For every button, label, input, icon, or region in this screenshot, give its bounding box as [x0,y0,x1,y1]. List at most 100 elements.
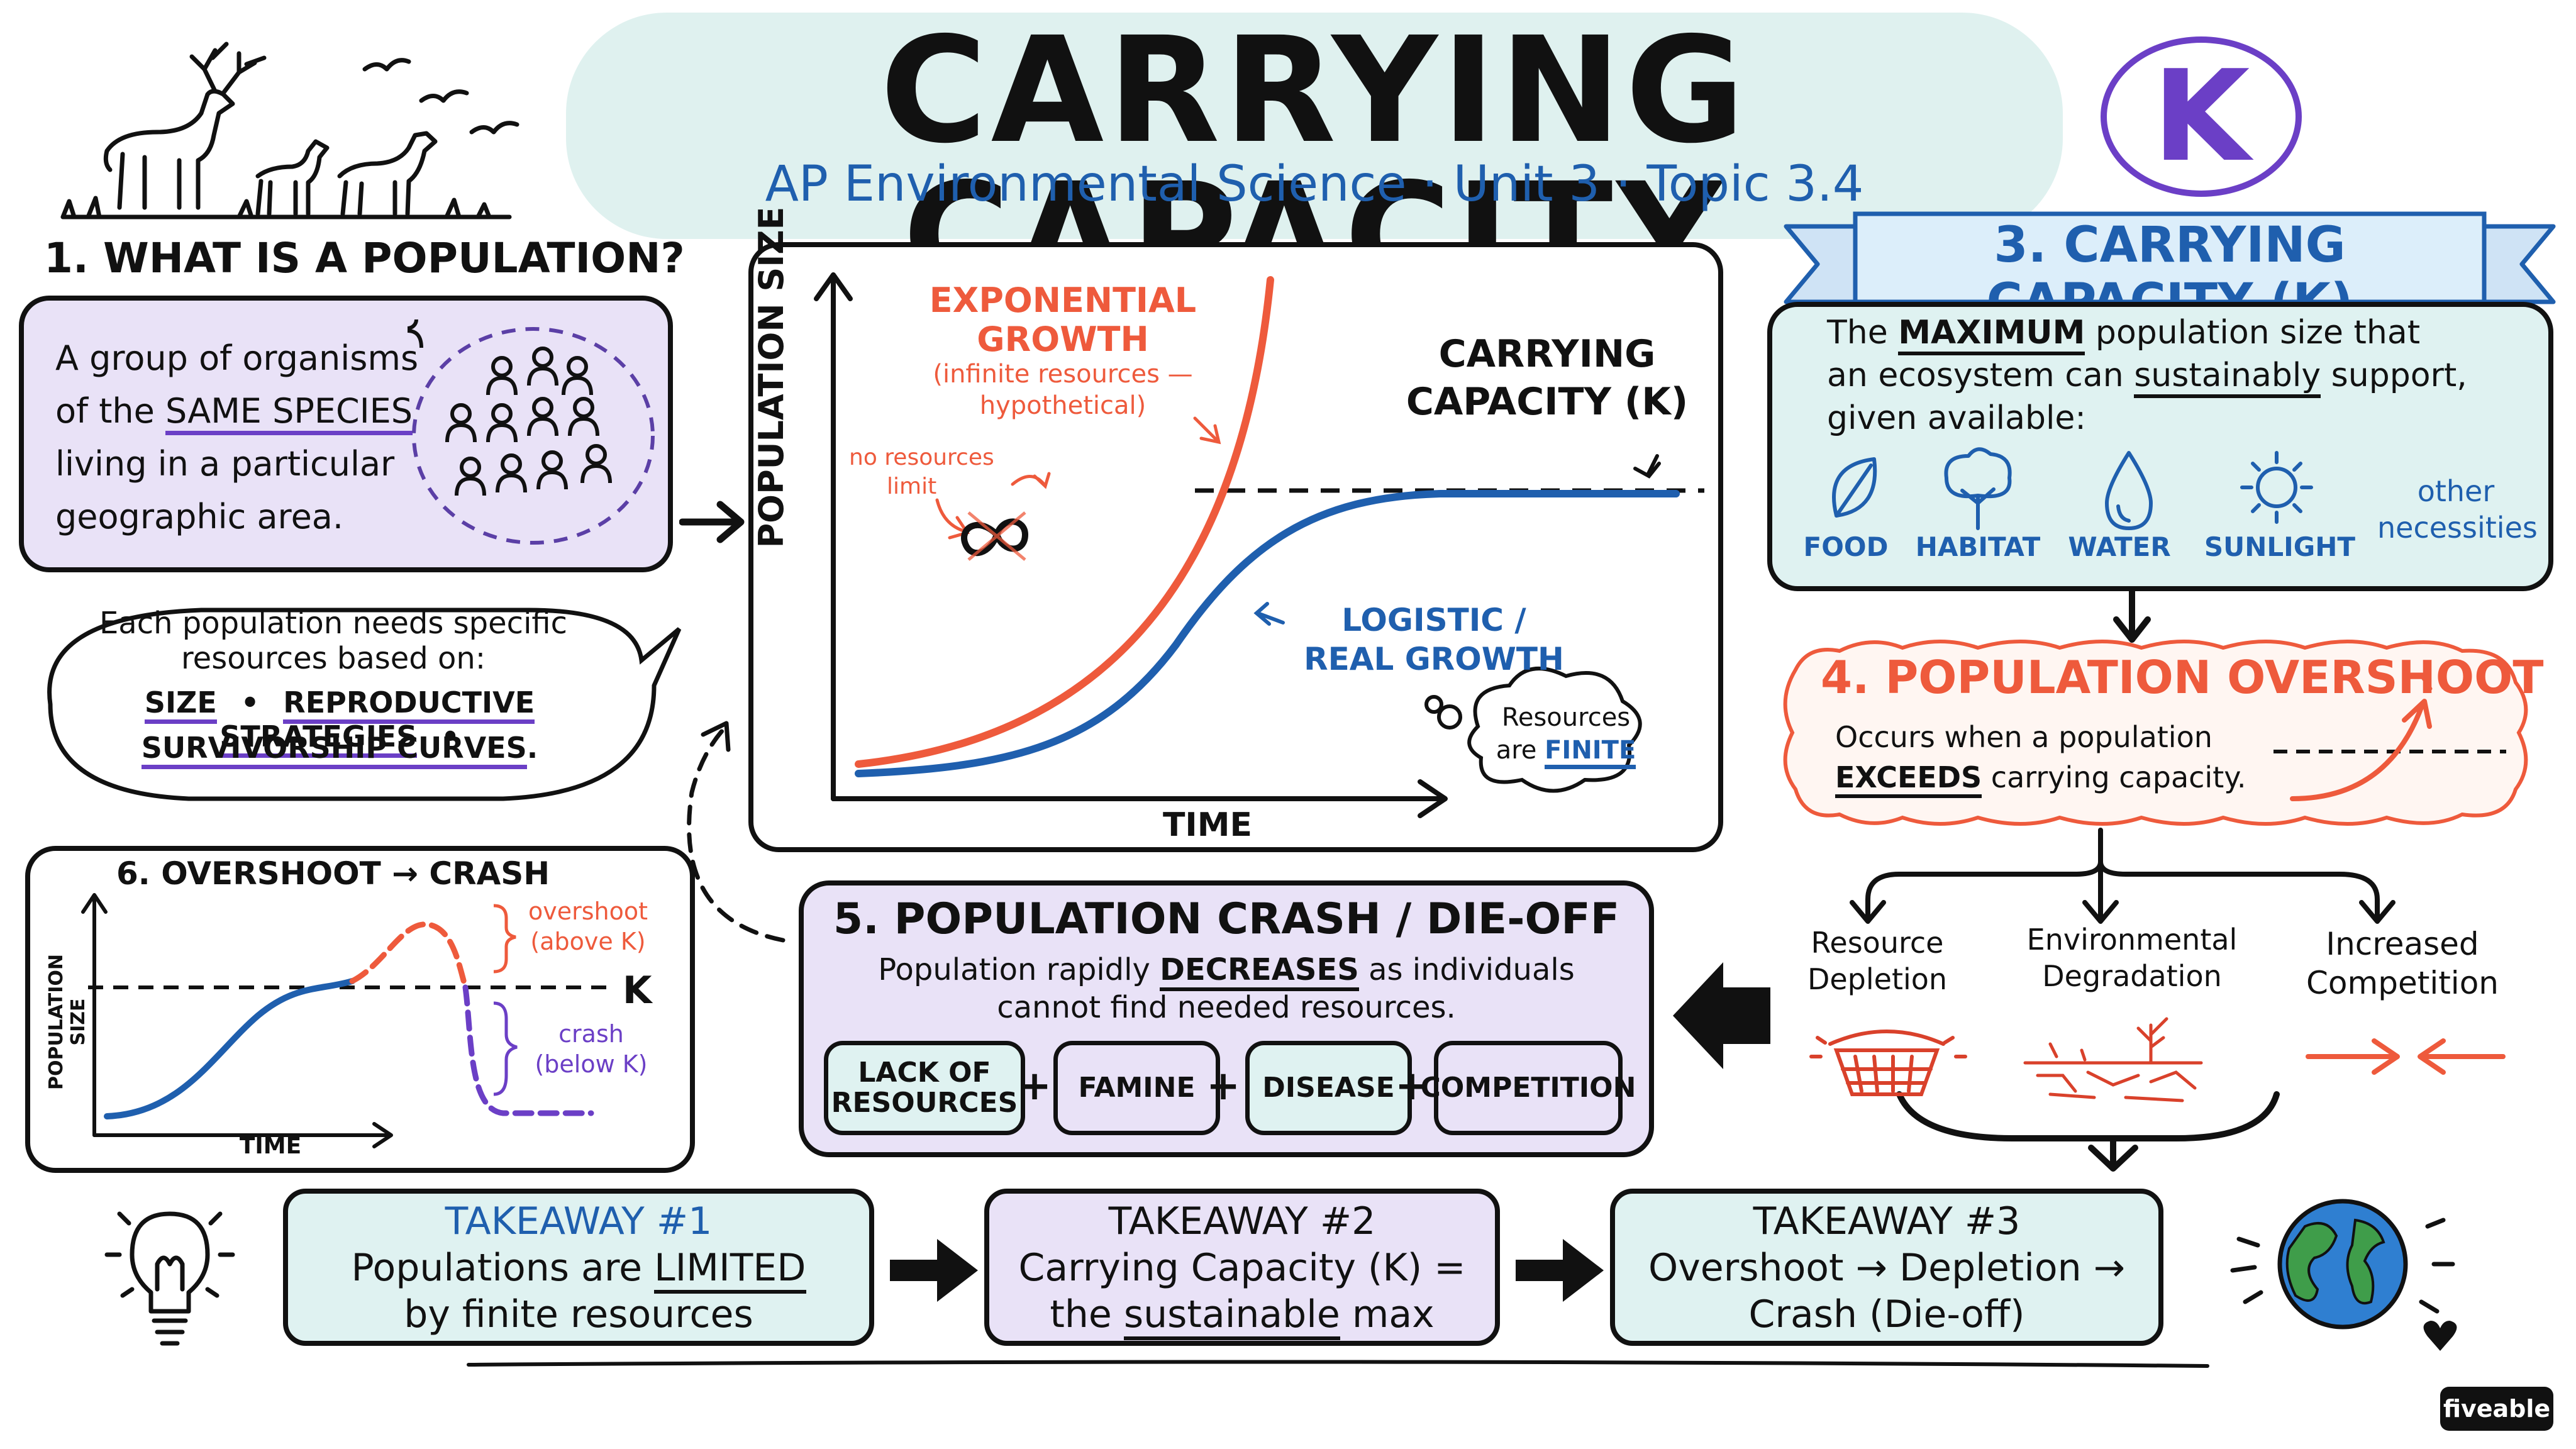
cracked-earth-icon [2023,1017,2203,1102]
cause-increased-competition: Increased Competition [2306,926,2499,1001]
s3-line2: an ecosystem can sustainably support, [1827,354,2467,398]
exponential-label: EXPONENTIAL GROWTH [929,280,1197,359]
overshoot-curve [349,921,469,991]
section3-text: The MAXIMUM population size that an ecos… [1827,311,2467,440]
factor-row2: SURVIVORSHIP CURVES. [57,731,623,769]
title-highlight [566,13,2063,239]
factor-size: SIZE [144,686,217,724]
cause-environmental-degradation: Environmental Degradation [2026,923,2238,993]
population-definition-box: A group of organisms of the SAME SPECIES… [19,296,673,572]
overshoot-cloud-shape [1783,640,2528,826]
tree-icon [1944,447,2012,530]
arrow-to-graph-icon [679,501,745,543]
cause-branch-arrows [1850,828,2396,1172]
takeaway-2-text: TAKEAWAY #2 Carrying Capacity (K) = the … [984,1198,1500,1340]
factor-row1: SIZE • REPRODUCTIVE STRATEGIES • [57,686,623,758]
logistic-label: LOGISTIC / REAL GROWTH [1304,602,1564,677]
empty-basket-icon [1809,1030,1967,1096]
cause-resource-depletion: Resource Depletion [1807,926,1948,996]
baseline-underline [467,1360,2209,1368]
takeaway-3-text: TAKEAWAY #3 Overshoot → Depletion → Cras… [1610,1198,2163,1338]
s5-line1: Population rapidly DECREASES as individu… [799,951,1654,991]
chip-disease: DISEASE [1245,1041,1412,1135]
section6-heading: 6. OVERSHOOT → CRASH [116,855,550,892]
cause-icons [1809,1017,2506,1102]
sustainable-emphasis: sustainable [1123,1292,1340,1340]
s5-line2: cannot find needed resources. [997,990,1456,1025]
thought-bubble-text: Resources are FINITE [1472,701,1660,769]
sun-icon [2240,451,2313,524]
k-badge-letter: K [2152,43,2250,190]
def-line1: A group of organisms [55,338,419,378]
section6-ylabel: POPULATION SIZE [45,953,89,1091]
opposing-arrows-icon [2306,1038,2506,1075]
section5-heading: 5. POPULATION CRASH / DIE-OFF [833,894,1620,944]
crash-curve [462,984,594,1116]
arrow-takeaway-1-2-icon [890,1239,978,1302]
page-subtitle: AP Environmental Science · Unit 3 · Topi… [765,156,1864,213]
chip-competition: COMPETITION [1421,1041,1636,1135]
takeaway-2-box [984,1189,1500,1346]
main-graph-ylabel: POPULATION SIZE [752,206,791,548]
takeaway-1-box [283,1189,874,1346]
brand-badge: fiveable [2440,1387,2553,1431]
infinity-icon [961,511,1029,561]
population-people-icon [408,319,655,545]
k-badge: K [2101,36,2302,197]
section6-xlabel: TIME [239,1133,302,1159]
finite-emphasis: FINITE [1545,736,1636,769]
plus-sign-3: + [1395,1063,1429,1109]
deer-family-icon [60,42,519,219]
plus-sign-1: + [1018,1063,1052,1109]
maximum-emphasis: MAXIMUM [1898,314,2085,355]
takeaway-1-text: TAKEAWAY #1 Populations are LIMITED by f… [283,1198,874,1338]
resource-food-label: FOOD [1803,531,1889,562]
s3-line1: The MAXIMUM population size that [1827,311,2467,355]
needs-line2: resources based on: [181,641,486,676]
main-graph-xlabel: TIME [1162,806,1253,844]
water-drop-icon [2105,451,2153,530]
exceeds-emphasis: EXCEEDS [1835,760,1982,798]
resource-icons [1832,447,2313,530]
definition-text: A group of organisms of the SAME SPECIES… [55,332,418,543]
main-graph-plot [814,272,1704,818]
s3-line3: given available: [1827,399,2086,437]
carrying-capacity-label: CARRYING CAPACITY (K) [1406,332,1689,424]
decreases-emphasis: DECREASES [1160,952,1359,991]
s4-line1: Occurs when a population [1835,720,2212,754]
factor-survivorship: SURVIVORSHIP CURVES [141,731,527,769]
overshoot-crash-graph [25,846,695,1173]
def-line4: geographic area. [55,497,344,536]
resource-habitat-label: HABITAT [1915,531,2041,562]
chip-famine: FAMINE [1053,1041,1220,1135]
crash-label: crash (below K) [535,1020,648,1078]
limited-emphasis: LIMITED [654,1246,806,1294]
same-species-emphasis: SAME SPECIES [165,391,413,435]
section4-text: Occurs when a population EXCEEDS carryin… [1835,717,2246,798]
takeaway-1-title: TAKEAWAY #1 [445,1199,713,1243]
needs-line1: Each population needs specific [99,606,568,641]
resource-labels: FOOD HABITAT WATER SUNLIGHT [1799,531,2365,569]
plus-sign-2: + [1206,1063,1240,1109]
takeaway-2-title: TAKEAWAY #2 [1108,1199,1376,1243]
factor-reproductive: REPRODUCTIVE STRATEGIES [219,686,535,758]
arrow-to-crash-icon [1673,962,1770,1069]
section1-heading: 1. WHAT IS A POPULATION? [44,234,685,282]
exponential-note: (infinite resources — hypothetical) [933,360,1193,420]
section5-text: Population rapidly DECREASES as individu… [799,951,1654,1026]
x-axis [831,779,1448,818]
arrow-s3-to-s4-icon [2113,588,2151,643]
logistic-curve [855,490,1680,777]
section6-k-label: K [623,969,652,1013]
chip-lack-of-resources: LACK OF RESOURCES [824,1041,1025,1135]
section6-plot [81,893,613,1148]
leaf-icon [1832,457,1877,518]
brand-label: fiveable [2443,1395,2551,1423]
sustainably-emphasis: sustainably [2134,357,2321,398]
growth-curve [104,978,355,1119]
loop-arrow-icon [687,721,786,943]
speech-bubble-shape [47,608,682,801]
arrow-takeaway-2-3-icon [1516,1239,1604,1302]
globe-icon [2230,1199,2457,1351]
needs-text: Each population needs specific resources… [50,606,616,676]
